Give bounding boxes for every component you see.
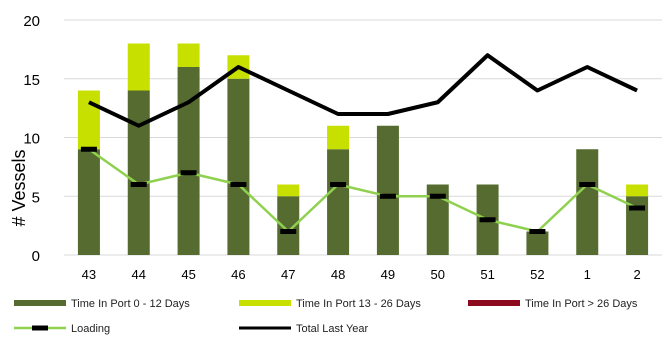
- bar-segment: [626, 196, 649, 255]
- x-tick-label: 48: [331, 267, 345, 282]
- y-axis: 0 5 10 15 20: [23, 13, 40, 265]
- bar-segment: [127, 43, 150, 91]
- x-tick-label: 52: [530, 267, 544, 282]
- legend-label: Time In Port 13 - 26 Days: [296, 298, 421, 310]
- bar-segment: [277, 196, 300, 255]
- legend-label: Time In Port > 26 Days: [525, 298, 638, 310]
- x-tick-label: 44: [132, 267, 146, 282]
- loading-marker: [479, 217, 496, 223]
- legend-label: Time In Port 0 - 12 Days: [71, 298, 190, 310]
- loading-marker: [429, 193, 446, 199]
- bar-segment: [177, 67, 200, 255]
- x-tick-label: 43: [82, 267, 96, 282]
- loading-marker: [130, 182, 147, 187]
- x-tick-label: 46: [231, 267, 245, 282]
- legend-label: Loading: [71, 323, 110, 335]
- x-axis: 43 44 45 46 47 48 49 50 51 52 1 2: [82, 267, 641, 282]
- bar-segment: [327, 125, 350, 150]
- bar-segment: [626, 184, 649, 197]
- loading-marker: [629, 205, 646, 211]
- legend-swatch: [468, 300, 520, 306]
- bar-segment: [426, 184, 449, 255]
- loading-marker: [379, 193, 396, 199]
- legend-swatch: [239, 300, 291, 306]
- bars: [77, 43, 649, 255]
- loading-marker: [330, 182, 347, 187]
- bar-segment: [526, 231, 549, 255]
- x-tick-label: 45: [181, 267, 195, 282]
- bar-segment: [376, 125, 399, 255]
- bar-segment: [127, 90, 150, 255]
- x-tick-label: 2: [633, 267, 640, 282]
- bar-segment: [77, 149, 100, 255]
- y-tick-label: 15: [23, 72, 40, 89]
- lines: [80, 53, 646, 234]
- loading-marker: [529, 229, 546, 234]
- y-tick-label: 20: [23, 13, 40, 30]
- bar-segment: [227, 78, 250, 255]
- bar-segment: [576, 149, 599, 255]
- loading-line: [88, 148, 638, 233]
- loading-marker: [579, 182, 596, 187]
- bar-segment: [177, 43, 200, 67]
- x-tick-label: 49: [381, 267, 395, 282]
- loading-marker: [230, 182, 247, 187]
- x-tick-label: 47: [281, 267, 295, 282]
- legend: Time In Port 0 - 12 Days Time In Port 13 …: [14, 298, 638, 335]
- loading-marker: [80, 146, 97, 152]
- x-tick-label: 1: [584, 267, 591, 282]
- bar-segment: [327, 149, 350, 255]
- loading-marker: [280, 229, 297, 234]
- legend-label: Total Last Year: [296, 323, 369, 335]
- legend-marker: [32, 325, 48, 331]
- bar-segment: [277, 184, 300, 197]
- y-tick-label: 0: [32, 248, 40, 265]
- loading-marker: [180, 170, 197, 176]
- x-tick-label: 50: [431, 267, 445, 282]
- y-axis-label: # Vessels: [9, 149, 29, 226]
- bar-segment: [77, 90, 100, 150]
- gridlines: [64, 19, 662, 256]
- legend-swatch: [14, 300, 66, 306]
- total-last-year-line: [88, 53, 638, 128]
- y-tick-label: 5: [32, 189, 40, 206]
- x-tick-label: 51: [480, 267, 494, 282]
- y-tick-label: 10: [23, 131, 40, 148]
